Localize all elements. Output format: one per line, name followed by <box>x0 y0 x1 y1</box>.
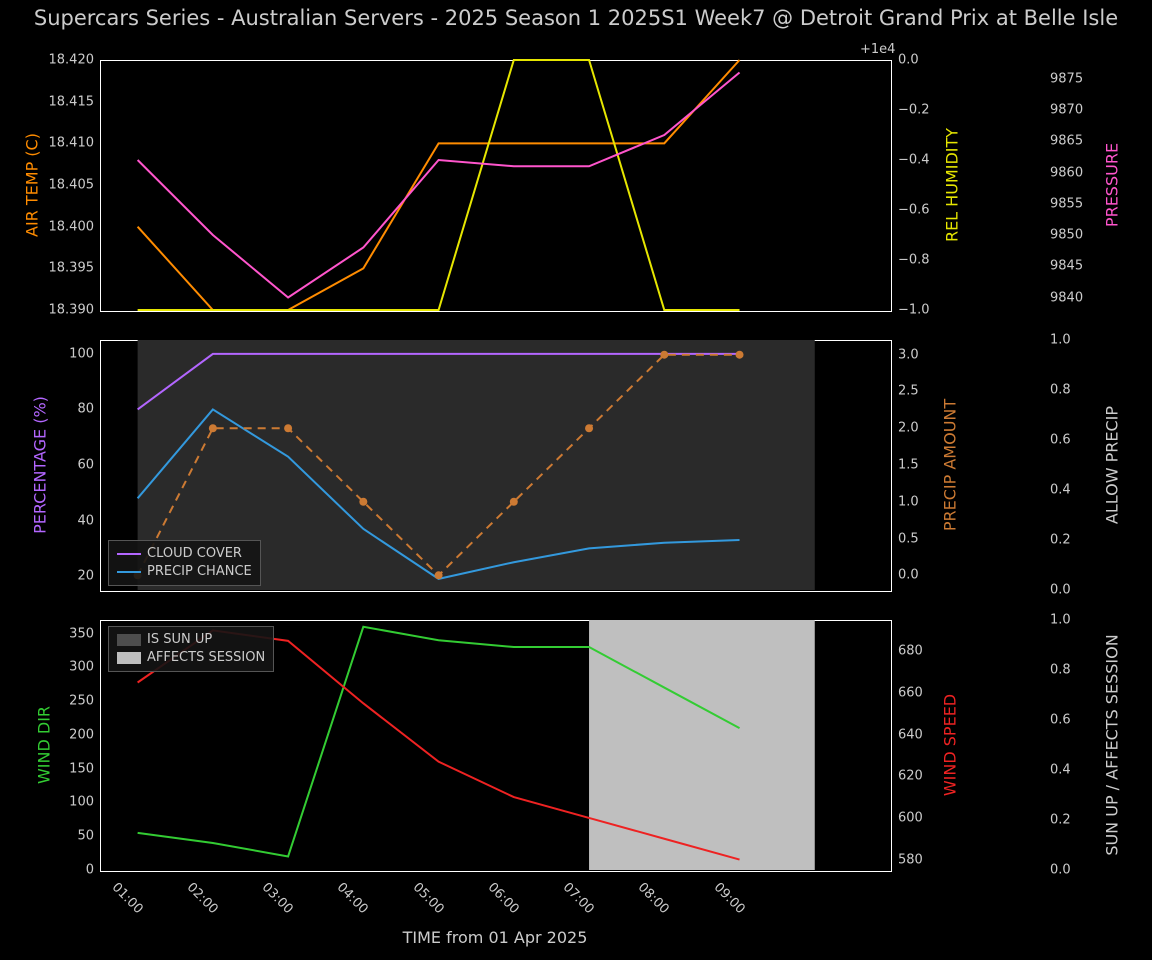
legend-label-sun: IS SUN UP <box>147 631 212 649</box>
x-axis-label: TIME from 01 Apr 2025 <box>0 928 990 947</box>
legend-swatch-precip <box>117 571 141 573</box>
legend-row-cloud: CLOUD COVER <box>117 545 252 563</box>
chart-title: Supercars Series - Australian Servers - … <box>0 6 1152 30</box>
legend-swatch-cloud <box>117 553 141 555</box>
legend-label-affects: AFFECTS SESSION <box>147 649 265 667</box>
panel3-legend: IS SUN UP AFFECTS SESSION <box>108 626 274 672</box>
legend-label-cloud: CLOUD COVER <box>147 545 242 563</box>
panel1-svg <box>100 60 890 310</box>
sci-offset: +1e4 <box>860 42 895 57</box>
panel2-legend: CLOUD COVER PRECIP CHANCE <box>108 540 261 586</box>
legend-row-affects: AFFECTS SESSION <box>117 649 265 667</box>
legend-patch-sun <box>117 634 141 646</box>
legend-patch-affects <box>117 652 141 664</box>
figure: Supercars Series - Australian Servers - … <box>0 0 1152 960</box>
legend-row-precip: PRECIP CHANCE <box>117 563 252 581</box>
legend-row-sun: IS SUN UP <box>117 631 265 649</box>
legend-label-precip: PRECIP CHANCE <box>147 563 252 581</box>
